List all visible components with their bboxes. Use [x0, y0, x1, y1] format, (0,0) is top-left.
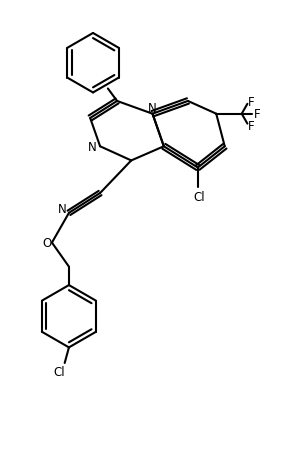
Text: O: O: [42, 237, 52, 249]
Text: F: F: [248, 96, 255, 109]
Text: Cl: Cl: [194, 191, 205, 203]
Text: F: F: [254, 108, 261, 121]
Text: N: N: [58, 202, 67, 216]
Text: N: N: [88, 141, 96, 153]
Text: F: F: [248, 120, 255, 133]
Text: N: N: [148, 102, 157, 115]
Text: Cl: Cl: [53, 365, 65, 378]
